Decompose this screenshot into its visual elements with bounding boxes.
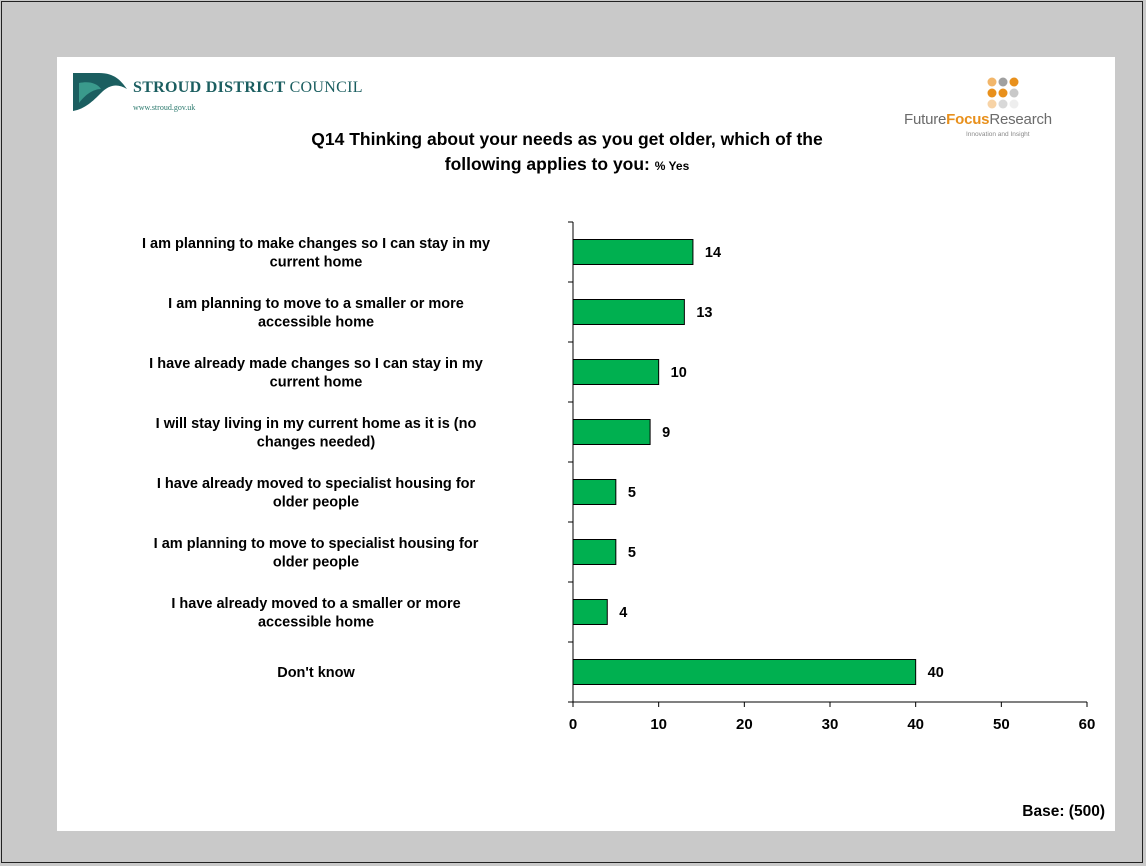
data-label: 14 bbox=[705, 245, 721, 261]
x-tick-label: 30 bbox=[822, 716, 839, 733]
title-suffix: % Yes bbox=[654, 159, 690, 173]
category-label: I am planning to move to specialist hous… bbox=[154, 536, 479, 571]
data-label: 5 bbox=[628, 485, 636, 501]
data-label: 10 bbox=[671, 365, 687, 381]
category-label: I will stay living in my current home as… bbox=[156, 416, 477, 451]
bar bbox=[572, 659, 917, 685]
bar bbox=[572, 479, 617, 505]
x-tick-label: 20 bbox=[736, 716, 753, 733]
category-label: I have already moved to a smaller or mor… bbox=[171, 596, 460, 631]
title-line-2: following applies to you: % Yes bbox=[444, 154, 690, 174]
council-swoosh-icon bbox=[73, 73, 127, 111]
bar bbox=[572, 359, 660, 385]
research-tagline: Innovation and Insight bbox=[966, 131, 1030, 138]
data-label: 4 bbox=[619, 605, 627, 621]
chart-title: Q14 Thinking about your needs as you get… bbox=[217, 127, 917, 179]
data-label: 5 bbox=[628, 545, 636, 561]
category-label: Don't know bbox=[277, 665, 355, 681]
data-label: 40 bbox=[928, 665, 944, 681]
category-label: I have already made changes so I can sta… bbox=[149, 356, 483, 391]
bar bbox=[572, 299, 685, 325]
x-tick-label: 10 bbox=[650, 716, 667, 733]
x-tick-label: 60 bbox=[1079, 716, 1096, 733]
future-focus-research-logo: FutureFocusResearch Innovation and Insig… bbox=[902, 77, 1092, 147]
category-label: I have already moved to specialist housi… bbox=[157, 476, 476, 511]
research-brand-name: FutureFocusResearch bbox=[904, 111, 1052, 128]
dots-icon bbox=[987, 77, 1019, 109]
stroud-council-logo: STROUD DISTRICT COUNCIL www.stroud.gov.u… bbox=[71, 71, 411, 121]
x-tick-label: 50 bbox=[993, 716, 1010, 733]
title-line-1: Q14 Thinking about your needs as you get… bbox=[311, 129, 823, 149]
slide: STROUD DISTRICT COUNCIL www.stroud.gov.u… bbox=[57, 57, 1115, 831]
bar bbox=[572, 239, 694, 265]
council-url: www.stroud.gov.uk bbox=[133, 103, 196, 112]
bar bbox=[572, 539, 617, 565]
data-label: 13 bbox=[696, 305, 712, 321]
bar bbox=[572, 599, 608, 625]
category-label: I am planning to make changes so I can s… bbox=[142, 236, 490, 271]
x-tick-label: 0 bbox=[569, 716, 577, 733]
x-tick-label: 40 bbox=[907, 716, 924, 733]
council-name: STROUD DISTRICT COUNCIL bbox=[133, 79, 363, 96]
base-count: Base: (500) bbox=[1022, 803, 1105, 820]
data-label: 9 bbox=[662, 425, 670, 441]
bar-chart: 0 10 20 30 40 50 60 14 I am planning to make cha… bbox=[142, 221, 1096, 733]
category-label: I am planning to move to a smaller or mo… bbox=[168, 296, 464, 331]
bar bbox=[572, 419, 651, 445]
